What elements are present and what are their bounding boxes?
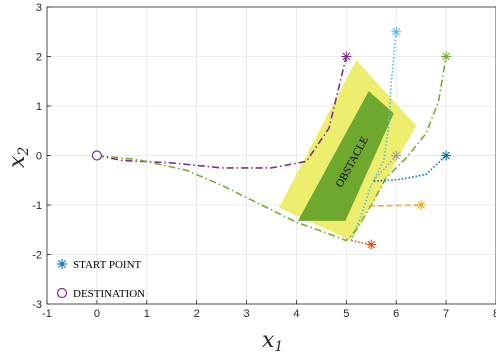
x-tick-label: 1: [144, 308, 150, 320]
start-point-marker: [366, 239, 377, 250]
y-axis-label: x2: [5, 147, 32, 168]
trajectory-line: [373, 154, 397, 181]
y-tick-label: -1: [32, 200, 42, 212]
obstacle: OBSTACLE: [278, 59, 417, 241]
x-tick-label: 7: [443, 308, 449, 320]
start-point-marker: [441, 150, 452, 161]
x-tick-label: 3: [243, 308, 249, 320]
y-tick-label: -3: [32, 299, 42, 311]
trajectories: [96, 31, 447, 246]
start-point-marker: [441, 51, 452, 62]
start-point-marker: [416, 200, 427, 210]
x-axis-label: x1: [262, 328, 283, 354]
legend: START POINT DESTINATION: [56, 259, 145, 300]
start-point-marker: [341, 51, 352, 62]
ticks: -1 0 1 2 3 4 5 6 7 8 -3 -2 -1 0 1 2 3: [32, 2, 496, 320]
trajectory-line: [373, 154, 447, 182]
x-tick-label: 0: [94, 308, 100, 320]
y-tick-label: -2: [32, 250, 42, 262]
obstacle-inner-region: [297, 91, 394, 221]
y-tick-label: 2: [36, 52, 42, 64]
x-tick-label: -1: [42, 308, 52, 320]
start-point-marker: [391, 150, 402, 161]
star-stroke: [392, 151, 401, 160]
x-tick-label: 8: [493, 308, 496, 320]
star-stroke: [367, 240, 376, 249]
x-tick-label: 5: [343, 308, 349, 320]
star-stroke: [342, 52, 351, 61]
x-tick-label: 4: [293, 308, 299, 320]
star-stroke: [442, 151, 451, 160]
x-tick-label: 2: [194, 308, 200, 320]
star-stroke: [442, 52, 451, 61]
y-tick-label: 1: [36, 101, 42, 113]
legend-start-point-icon: [57, 259, 67, 269]
legend-label: START POINT: [73, 259, 142, 271]
trajectory-line: [96, 56, 348, 169]
x-tick-label: 6: [393, 308, 399, 320]
star-stroke: [417, 201, 426, 209]
trajectory-line: [96, 56, 447, 242]
markers: [91, 26, 452, 250]
legend-destination-icon: [56, 287, 68, 299]
star-stroke: [58, 260, 66, 268]
start-point-marker: [391, 26, 402, 37]
legend-label: DESTINATION: [73, 288, 145, 300]
y-tick-label: 3: [36, 2, 42, 14]
destination-marker: [91, 150, 102, 161]
y-tick-label: 0: [36, 151, 42, 163]
star-stroke: [392, 27, 401, 36]
